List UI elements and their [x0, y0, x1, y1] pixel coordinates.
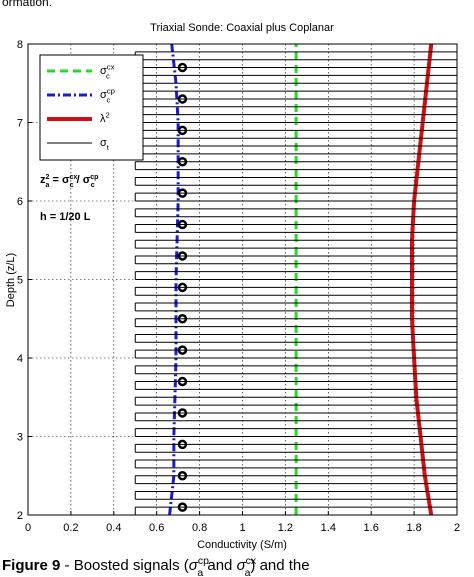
x-tick-label: 0.8 [192, 522, 207, 534]
math-sup: cx [107, 63, 115, 72]
math-base: λ [100, 113, 106, 125]
marker [177, 471, 188, 481]
legend-label: λ2​ [100, 111, 110, 125]
math-base: σ [189, 557, 199, 574]
marker [177, 314, 188, 324]
math-sub: a [245, 567, 251, 577]
y-tick-label: 7 [17, 118, 23, 130]
text-part: / [74, 174, 83, 186]
caption-part: Figure 9 [2, 557, 60, 574]
math-base: σ [100, 89, 107, 101]
caption-part: - Boosted signals ( [60, 557, 188, 574]
annotation: h = 1/20 L [40, 211, 91, 223]
math-sub: a [197, 567, 203, 577]
math-base: σ [100, 137, 107, 149]
marker [177, 157, 188, 167]
x-tick-label: 1.8 [406, 522, 421, 534]
caption-part: ) and the [250, 557, 309, 574]
math-sub: c [91, 182, 95, 189]
math-sub: c [70, 182, 74, 189]
chart-title: Triaxial Sonde: Coaxial plus Coplanar [150, 22, 334, 34]
x-tick-label: 1.4 [321, 522, 336, 534]
y-tick-label: 4 [17, 353, 23, 365]
x-tick-label: 2 [454, 522, 460, 534]
math-sub: a [46, 182, 50, 189]
marker [177, 376, 188, 387]
y-tick-label: 8 [17, 39, 23, 51]
x-tick-label: 0.2 [63, 522, 78, 534]
marker [177, 282, 188, 293]
y-tick-label: 3 [17, 432, 23, 444]
text-part: = [49, 174, 62, 186]
math-sup: cp [90, 174, 98, 181]
math-sub: t [107, 143, 110, 152]
header-fragment: ormation. [2, 0, 52, 9]
marker [177, 188, 188, 198]
y-tick-label: 5 [17, 275, 23, 287]
x-tick-label: 1 [239, 522, 245, 534]
math-sup: 2 [106, 111, 110, 120]
marker [177, 62, 188, 73]
math-base: σ [83, 174, 91, 186]
x-tick-label: 0.4 [106, 522, 121, 534]
x-tick-label: 1.6 [364, 522, 379, 534]
x-tick-label: 0 [25, 522, 31, 534]
marker [177, 251, 188, 261]
math-base: σ [62, 174, 70, 186]
math-sub: c [106, 71, 110, 80]
math-base: σ [100, 65, 107, 77]
marker [177, 219, 188, 230]
caption-part: and [203, 557, 236, 574]
marker [177, 345, 188, 355]
math-sub: c [106, 95, 110, 104]
marker [177, 502, 188, 512]
x-axis-label: Conductivity (S/m) [197, 539, 287, 551]
math-sup: cx [70, 174, 78, 181]
math-base: z [40, 174, 46, 186]
y-tick-label: 2 [17, 510, 23, 522]
text-part: h = 1/20 L [40, 211, 91, 223]
marker [177, 125, 188, 136]
math-sup: cp [107, 87, 115, 96]
math-sup: cp [198, 555, 209, 567]
math-base: σ [237, 557, 247, 574]
marker [177, 439, 188, 450]
marker [177, 408, 188, 418]
legend-label: σt​ [100, 137, 110, 152]
x-tick-label: 1.2 [278, 522, 293, 534]
y-tick-label: 6 [17, 196, 23, 208]
marker [177, 94, 188, 104]
x-tick-label: 0.6 [149, 522, 164, 534]
math-sup: 2 [46, 174, 50, 181]
y-axis-label: Depth (z/L) [5, 253, 17, 307]
math-sup: cx [246, 555, 257, 567]
